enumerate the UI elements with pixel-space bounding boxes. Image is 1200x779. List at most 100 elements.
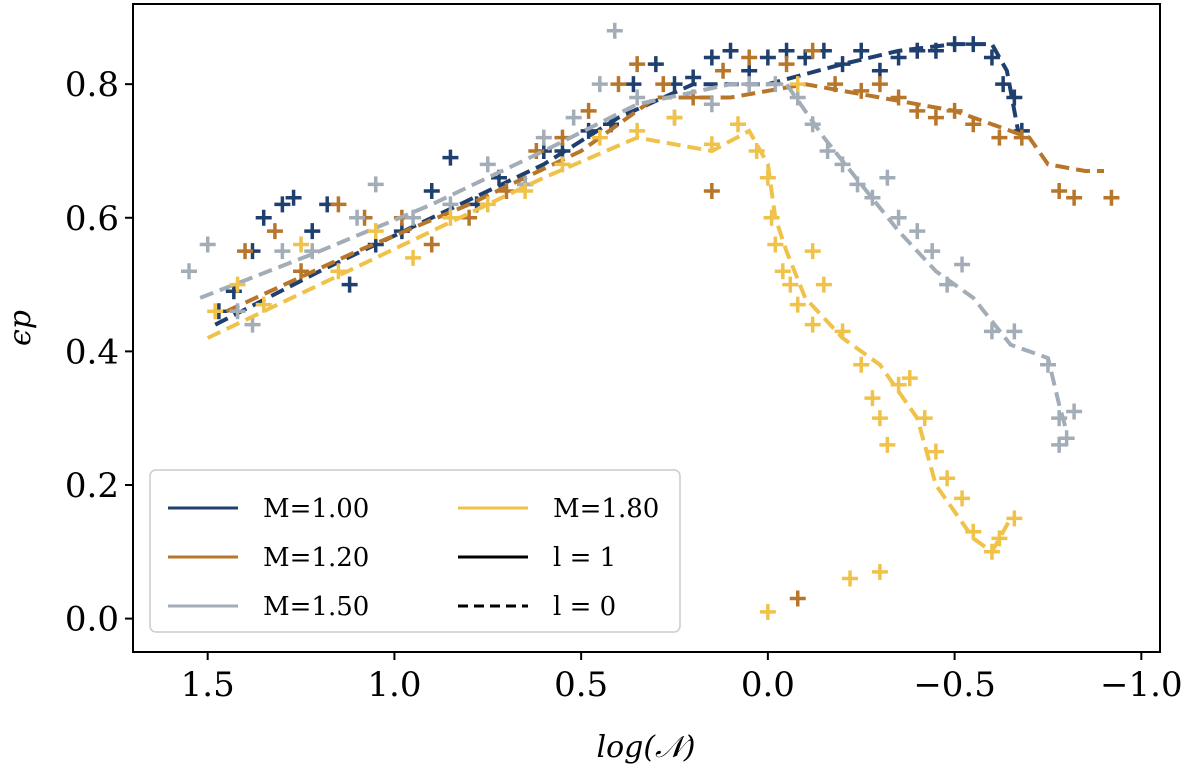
x-axis-label: log(𝒩) <box>596 730 695 765</box>
x-tick-label: 0.0 <box>741 665 795 705</box>
data-point <box>293 263 310 280</box>
data-point <box>729 116 746 133</box>
data-point <box>255 209 272 226</box>
data-point <box>778 56 795 73</box>
data-point <box>879 169 896 186</box>
data-point <box>199 236 216 253</box>
data-point <box>367 223 384 240</box>
data-point <box>405 249 422 266</box>
data-point <box>442 149 459 166</box>
data-point <box>965 36 982 53</box>
data-point <box>685 69 702 86</box>
data-point <box>827 76 844 93</box>
data-point <box>304 243 321 260</box>
data-point <box>285 189 302 206</box>
legend: M=1.00 M=1.20 M=1.50 M=1.80 l = 1 l = 0 <box>149 469 681 633</box>
data-point <box>853 356 870 373</box>
trend-line-M=1.00 <box>214 42 1021 327</box>
data-point <box>565 109 582 126</box>
axis-ticks-layer: 1.5 1.0 0.5 0.0 −0.5 −1.0 0.0 0.2 0.4 0.6 0.8 <box>65 65 1183 705</box>
data-point <box>479 156 496 173</box>
data-point <box>927 443 944 460</box>
data-point <box>853 42 870 59</box>
data-point <box>763 209 780 226</box>
data-point <box>703 136 720 153</box>
data-point <box>864 189 881 206</box>
data-point <box>759 169 776 186</box>
data-point <box>924 243 941 260</box>
data-point <box>367 176 384 193</box>
data-point <box>655 76 672 93</box>
data-point <box>629 56 646 73</box>
data-point <box>965 523 982 540</box>
legend-frame <box>149 469 681 633</box>
series-M=1.20 <box>225 42 1120 607</box>
x-tick-label: 1.0 <box>367 665 421 705</box>
data-point <box>741 76 758 93</box>
data-point <box>1039 356 1056 373</box>
data-point <box>909 102 926 119</box>
data-point <box>834 56 851 73</box>
data-point <box>946 102 963 119</box>
data-point <box>715 62 732 79</box>
data-point <box>1066 189 1083 206</box>
data-point <box>909 223 926 240</box>
trend-line-M=1.80 <box>206 128 1013 555</box>
data-point <box>1103 189 1120 206</box>
data-point <box>890 376 907 393</box>
data-point <box>442 209 459 226</box>
data-point <box>181 263 198 280</box>
data-point <box>580 102 597 119</box>
data-point <box>774 263 791 280</box>
data-point <box>759 49 776 66</box>
data-point <box>255 296 272 313</box>
data-point <box>789 590 806 607</box>
x-tick-label: −0.5 <box>913 665 996 705</box>
data-point <box>207 303 224 320</box>
data-point <box>965 116 982 133</box>
data-point <box>1006 510 1023 527</box>
data-point <box>939 470 956 487</box>
data-point <box>304 223 321 240</box>
y-axis-label: ϵp <box>3 310 38 346</box>
data-point <box>1013 129 1030 146</box>
series-M=1.00 <box>210 36 1030 327</box>
data-point <box>1006 323 1023 340</box>
data-point <box>535 129 552 146</box>
data-point <box>871 76 888 93</box>
legend-label: M=1.00 <box>263 494 369 524</box>
data-point <box>244 316 261 333</box>
data-point <box>927 109 944 126</box>
data-point <box>767 76 784 93</box>
data-point <box>815 276 832 293</box>
data-point <box>748 142 765 159</box>
data-point <box>983 543 1000 560</box>
data-point <box>1051 410 1068 427</box>
data-point <box>274 196 291 213</box>
data-point <box>580 122 597 139</box>
data-point <box>703 183 720 200</box>
x-tick-label: 1.5 <box>181 665 235 705</box>
data-point <box>983 49 1000 66</box>
data-point <box>330 196 347 213</box>
data-point <box>625 76 642 93</box>
data-point <box>778 42 795 59</box>
data-point <box>819 142 836 159</box>
data-point <box>349 209 366 226</box>
y-tick-label: 0.0 <box>65 600 119 640</box>
data-point <box>767 236 784 253</box>
data-point <box>341 276 358 293</box>
data-point <box>946 36 963 53</box>
data-point <box>804 116 821 133</box>
data-point <box>890 49 907 66</box>
data-point <box>591 129 608 146</box>
data-point <box>629 89 646 106</box>
data-point <box>927 42 944 59</box>
data-point <box>804 243 821 260</box>
data-point <box>606 22 623 39</box>
data-point <box>871 563 888 580</box>
data-point <box>916 410 933 427</box>
data-point <box>789 296 806 313</box>
data-point <box>804 42 821 59</box>
